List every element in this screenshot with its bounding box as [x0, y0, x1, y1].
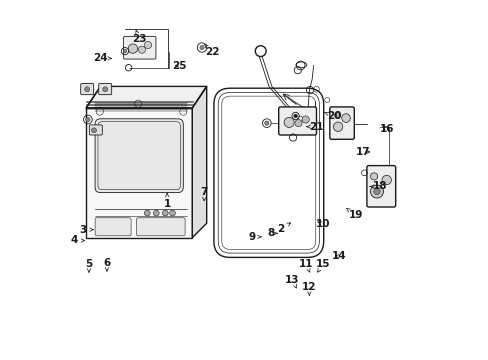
- Text: 18: 18: [369, 181, 386, 192]
- Text: 7: 7: [200, 186, 207, 201]
- Circle shape: [162, 210, 168, 216]
- FancyBboxPatch shape: [95, 119, 183, 193]
- Circle shape: [370, 185, 383, 198]
- Text: 21: 21: [306, 122, 323, 132]
- Circle shape: [294, 120, 302, 127]
- Text: 5: 5: [85, 259, 92, 272]
- Circle shape: [128, 44, 137, 53]
- Polygon shape: [86, 108, 192, 238]
- Text: 9: 9: [247, 232, 261, 242]
- Circle shape: [153, 210, 159, 216]
- FancyBboxPatch shape: [123, 36, 156, 59]
- Circle shape: [91, 128, 96, 133]
- FancyBboxPatch shape: [366, 166, 395, 207]
- Text: 25: 25: [172, 60, 186, 71]
- Text: 23: 23: [132, 30, 146, 44]
- Polygon shape: [86, 86, 206, 108]
- Circle shape: [84, 87, 89, 92]
- Text: 15: 15: [315, 259, 329, 272]
- Circle shape: [200, 45, 204, 50]
- FancyBboxPatch shape: [89, 125, 102, 135]
- Circle shape: [169, 210, 175, 216]
- Circle shape: [334, 112, 340, 118]
- Circle shape: [373, 188, 380, 195]
- Circle shape: [102, 87, 107, 92]
- FancyBboxPatch shape: [136, 218, 185, 236]
- Circle shape: [144, 41, 151, 49]
- Circle shape: [144, 210, 150, 216]
- Circle shape: [333, 122, 342, 131]
- Circle shape: [123, 49, 126, 53]
- Circle shape: [293, 114, 297, 118]
- FancyBboxPatch shape: [278, 107, 316, 135]
- Circle shape: [284, 117, 294, 127]
- Text: 20: 20: [324, 111, 341, 121]
- Text: 3: 3: [80, 225, 93, 235]
- FancyBboxPatch shape: [81, 84, 94, 95]
- Polygon shape: [192, 86, 206, 238]
- Text: 2: 2: [276, 223, 290, 234]
- FancyBboxPatch shape: [329, 107, 354, 139]
- Text: 24: 24: [93, 53, 111, 63]
- Circle shape: [302, 116, 309, 123]
- Text: 16: 16: [379, 124, 394, 134]
- Text: 1: 1: [163, 193, 170, 209]
- FancyBboxPatch shape: [95, 218, 131, 236]
- Circle shape: [370, 173, 377, 180]
- FancyBboxPatch shape: [99, 84, 111, 95]
- Text: 17: 17: [355, 147, 370, 157]
- Text: 14: 14: [331, 251, 346, 261]
- Text: 8: 8: [267, 228, 277, 238]
- Circle shape: [138, 46, 145, 53]
- Circle shape: [264, 121, 268, 125]
- Circle shape: [341, 114, 349, 122]
- Circle shape: [381, 175, 390, 185]
- Text: 22: 22: [204, 44, 219, 57]
- Text: 19: 19: [346, 208, 363, 220]
- Text: 12: 12: [302, 282, 316, 295]
- Text: 13: 13: [285, 275, 299, 288]
- Text: 11: 11: [299, 259, 313, 272]
- Circle shape: [85, 117, 90, 122]
- Text: 6: 6: [103, 258, 110, 271]
- Text: 4: 4: [70, 235, 84, 246]
- Text: 10: 10: [315, 219, 329, 229]
